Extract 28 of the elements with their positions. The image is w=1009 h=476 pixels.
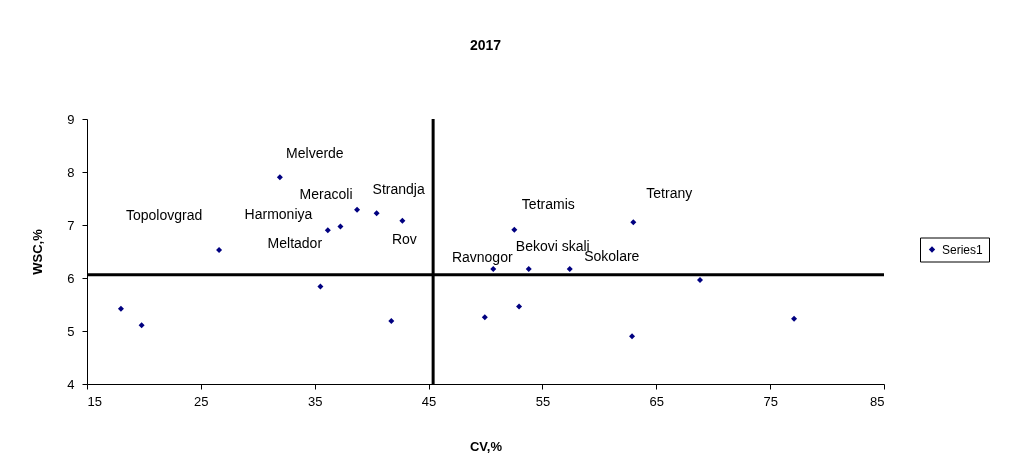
annotation: Harmoniya xyxy=(244,205,313,222)
y-tick-label: 4 xyxy=(67,376,75,392)
legend-label: Series1 xyxy=(942,242,984,257)
x-axis-title: CV,% xyxy=(469,438,503,454)
x-tick-label: 55 xyxy=(535,393,551,409)
annotation: Tetramis xyxy=(521,195,575,212)
y-tick-label: 6 xyxy=(67,270,75,286)
x-tick-label: 85 xyxy=(870,393,885,409)
x-tick-label: 25 xyxy=(194,393,209,409)
x-tick-label: 35 xyxy=(307,393,323,409)
annotation: Meracoli xyxy=(299,185,353,202)
x-tick-label: 15 xyxy=(87,393,102,409)
annotation: Ravnogor xyxy=(451,248,513,265)
y-tick-label: 8 xyxy=(67,164,75,180)
y-tick-label: 9 xyxy=(67,111,75,127)
y-tick-label: 7 xyxy=(67,217,75,233)
annotation: Melverde xyxy=(286,145,344,162)
annotation: Strandja xyxy=(372,181,425,198)
y-tick-label: 5 xyxy=(67,323,75,339)
x-tick-label: 75 xyxy=(763,393,778,409)
y-axis-title: WSC,% xyxy=(30,228,46,275)
annotation: Rov xyxy=(391,230,417,247)
x-tick-label: 65 xyxy=(649,393,665,409)
annotation: Meltador xyxy=(267,235,323,252)
annotation: Topolovgrad xyxy=(125,206,203,223)
x-tick-label: 45 xyxy=(421,393,437,409)
annotation: Tetrany xyxy=(646,185,693,202)
chart-title: 2017 xyxy=(469,37,502,53)
